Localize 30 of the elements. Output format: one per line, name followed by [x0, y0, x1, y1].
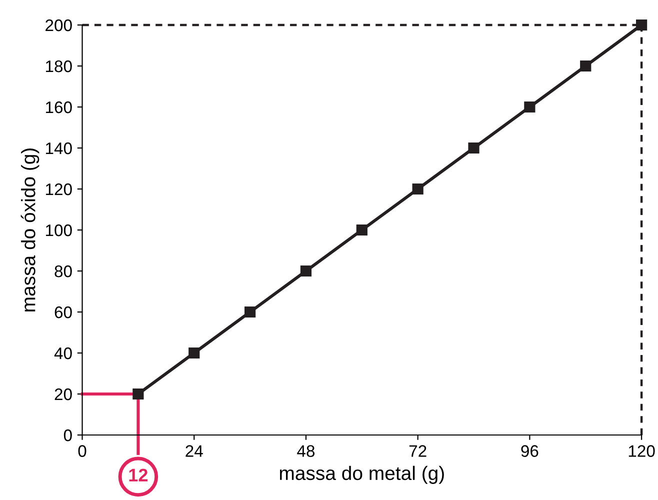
point	[300, 265, 312, 277]
point	[468, 142, 480, 154]
y-tick-label: 180	[46, 60, 72, 72]
point	[188, 347, 200, 359]
point	[132, 388, 144, 400]
point	[524, 101, 536, 113]
x-tick-label: 0	[78, 445, 86, 457]
x-tick-label: 120	[628, 445, 655, 457]
y-tick-label: 140	[46, 142, 72, 154]
point	[412, 183, 424, 195]
y-tick-label: 100	[46, 224, 72, 236]
y-tick-label: 60	[54, 306, 72, 318]
point	[636, 19, 648, 31]
y-tick-label: 0	[64, 429, 72, 442]
point	[356, 224, 368, 236]
y-tick-label: 120	[46, 183, 72, 196]
y-tick-label: 20	[54, 388, 72, 400]
x-tick-label: 72	[409, 445, 426, 457]
y-axis-title: massa do óxido (g)	[20, 148, 40, 312]
x-tick-label: 48	[297, 445, 315, 457]
x-tick-label: 24	[186, 445, 203, 457]
point	[580, 60, 592, 72]
annotation: 12	[129, 468, 148, 482]
y-tick-label: 200	[46, 19, 72, 32]
x-axis-title: massa do metal (g)	[280, 466, 444, 484]
y-tick-label: 160	[46, 101, 72, 114]
y-tick-label: 40	[54, 347, 72, 360]
point	[244, 306, 256, 318]
x-tick-label: 96	[521, 445, 538, 457]
y-tick-label: 80	[54, 265, 72, 278]
